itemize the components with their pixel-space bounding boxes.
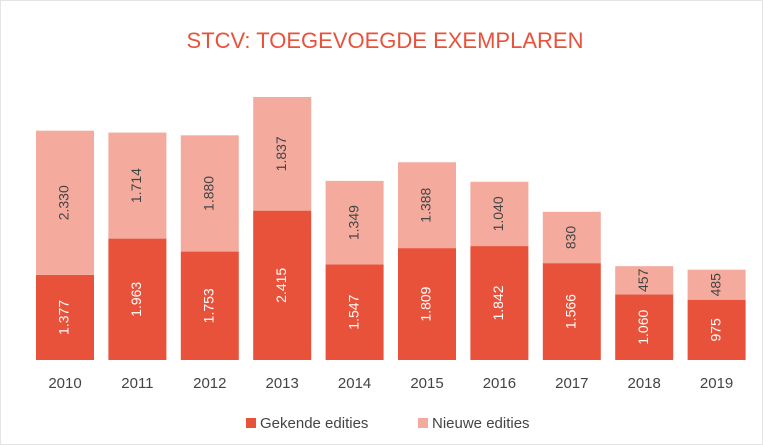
x-tick-label: 2013	[266, 375, 299, 392]
bar-segment	[325, 180, 384, 265]
x-tick-label: 2014	[338, 375, 371, 392]
x-tick-label: 2019	[700, 375, 733, 392]
legend-label: Nieuwe edities	[432, 415, 530, 432]
value-label: 1.837	[273, 136, 289, 171]
value-label: 1.963	[128, 282, 144, 317]
value-label: 975	[707, 318, 723, 342]
bar-segment	[253, 97, 312, 211]
value-label: 1.809	[418, 286, 434, 321]
legend-swatch	[418, 418, 428, 428]
value-label: 1.377	[56, 300, 72, 335]
x-tick-label: 2010	[48, 375, 81, 392]
bar-segment	[325, 264, 384, 360]
bar-segment	[108, 132, 167, 239]
bar-segment	[615, 266, 674, 295]
bar-segment	[398, 248, 456, 360]
bar-segment	[36, 130, 94, 275]
x-tick-label: 2015	[410, 375, 443, 392]
bar-segment	[615, 294, 674, 360]
value-label: 2.330	[56, 185, 72, 220]
bar-segment	[180, 135, 239, 252]
legend-label: Gekende edities	[260, 415, 368, 432]
bar-segment	[36, 274, 94, 360]
value-label: 1.388	[418, 187, 434, 222]
value-label: 830	[563, 226, 579, 250]
value-label: 1.842	[490, 285, 506, 320]
value-label: 2.415	[273, 268, 289, 303]
bar-segment	[470, 246, 529, 360]
value-label: 1.349	[345, 205, 361, 240]
x-tick-label: 2018	[628, 375, 661, 392]
legend-swatch	[246, 418, 256, 428]
bar-segment	[542, 211, 601, 264]
value-label: 485	[707, 273, 723, 297]
x-tick-label: 2016	[483, 375, 516, 392]
bar-segment	[108, 238, 167, 360]
bar-segment	[398, 162, 456, 249]
value-label: 1.566	[563, 294, 579, 329]
chart-title: STCV: TOEGEVOEGDE EXEMPLAREN	[187, 28, 584, 53]
value-label: 1.040	[490, 196, 506, 231]
value-label: 1.547	[345, 294, 361, 329]
value-label: 457	[635, 268, 651, 292]
value-label: 1.060	[635, 309, 651, 344]
bar-segment	[180, 251, 239, 360]
bar-segment	[470, 181, 529, 247]
x-tick-label: 2011	[121, 375, 153, 392]
value-label: 1.714	[128, 168, 144, 203]
x-tick-label: 2017	[555, 375, 588, 392]
bar-segment	[253, 210, 312, 360]
bar-segment	[687, 299, 746, 360]
value-label: 1.880	[201, 176, 217, 211]
value-label: 1.753	[201, 288, 217, 323]
bar-segment	[542, 263, 601, 360]
x-tick-label: 2012	[193, 375, 226, 392]
bar-segment	[687, 269, 746, 300]
